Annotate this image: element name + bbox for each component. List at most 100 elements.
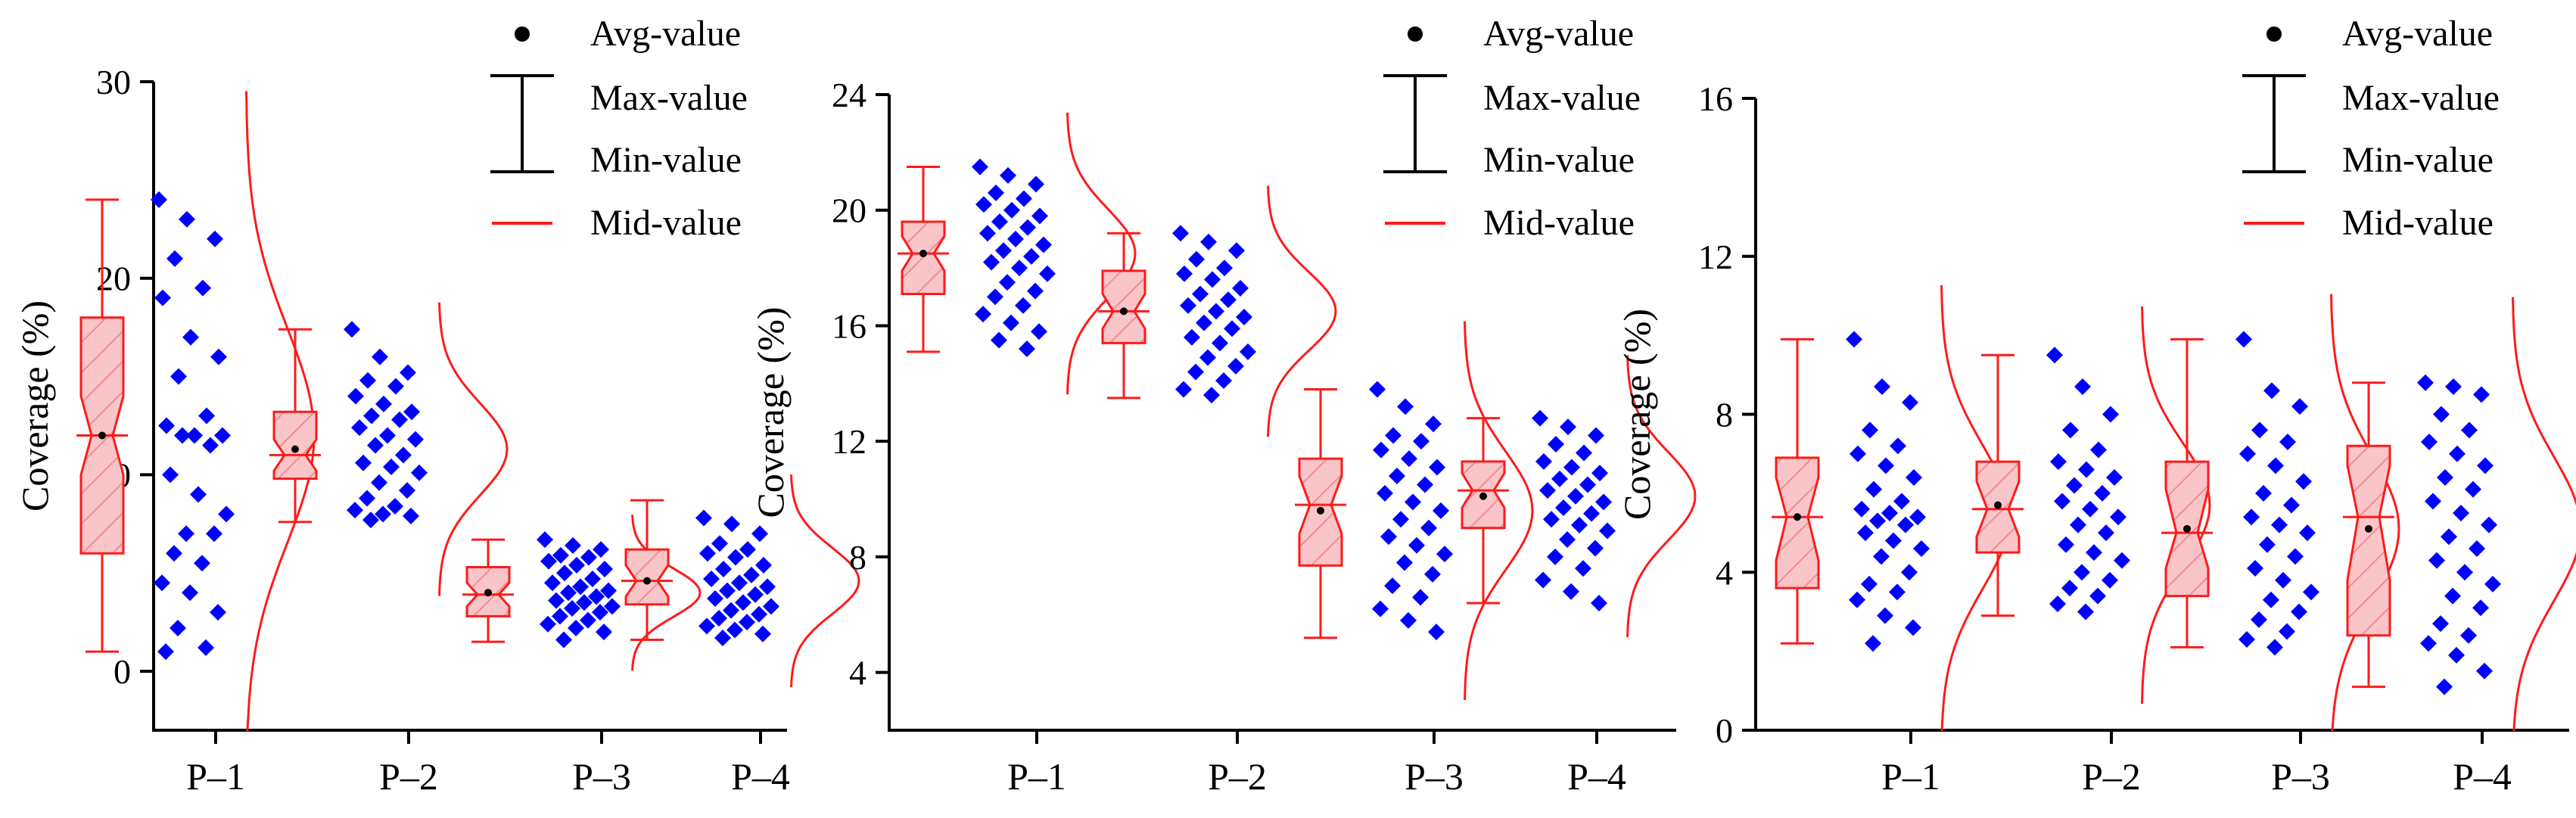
data-point [2445,378,2462,395]
data-point [351,419,368,437]
data-point [2295,473,2312,490]
data-point [2303,583,2319,601]
data-point [2460,627,2477,644]
data-point [198,407,215,425]
data-point [1031,207,1048,225]
data-point [703,571,720,588]
data-point [2263,382,2280,400]
data-point [600,582,617,599]
data-point [2266,639,2283,656]
data-point [2291,603,2307,620]
legend-mid-label: Mid-value [1483,203,1635,243]
data-point [2279,434,2296,451]
data-point [1369,381,1386,398]
data-point [1532,409,1548,427]
data-point [2259,536,2276,553]
data-point [2239,445,2256,462]
data-point [1857,524,1874,542]
data-point [739,614,755,631]
data-point [572,578,589,596]
data-point [1187,363,1204,381]
data-point [2247,560,2263,577]
data-point [695,509,712,527]
data-point [395,446,412,464]
data-point [592,604,608,621]
mean-dot [1794,513,1801,521]
data-point [1180,297,1196,314]
distribution-curve [2330,294,2400,732]
data-point [1559,531,1576,548]
data-point [1019,341,1035,357]
data-point [1412,589,1429,606]
data-point [1028,176,1044,193]
data-point [1547,548,1563,565]
data-point [604,598,621,615]
y-tick-label: 4 [849,654,866,692]
data-point [726,621,743,639]
data-point [743,566,760,583]
data-point [991,331,1007,349]
data-point [1199,349,1216,366]
data-point [995,242,1012,260]
data-point [186,427,203,444]
data-point [1563,583,1579,600]
legend-max-label: Max-value [1483,78,1641,118]
data-point [2420,635,2437,652]
data-point [214,427,231,444]
data-point [1385,427,1402,444]
data-point [1902,393,1918,411]
data-point [1192,285,1209,303]
box-P–2 [269,302,509,596]
data-point [1236,309,1252,325]
data-point [1420,519,1437,537]
data-point [194,279,211,297]
data-point [975,306,991,323]
data-point [1865,481,1882,498]
data-point [1384,577,1401,595]
data-point [2077,603,2094,620]
x-tick-label: P–4 [1567,755,1626,798]
data-point [359,490,375,507]
data-point [715,561,732,578]
data-point [1039,265,1056,282]
data-point [1583,505,1600,522]
mean-dot [643,577,651,585]
data-point [2287,548,2304,565]
data-point [1874,378,1890,395]
legend-min-label: Min-value [590,140,742,180]
data-point [1591,465,1608,482]
data-point [2070,516,2086,533]
distribution-curve [790,474,860,688]
data-point [540,615,556,633]
box-P–4 [621,474,860,688]
data-point [1400,611,1417,629]
legend-max-label: Max-value [590,78,748,118]
data-point [1877,607,1893,624]
data-point [580,549,597,566]
data-point [2436,678,2453,695]
data-point [1591,595,1607,611]
data-point [1203,387,1220,404]
data-point [387,378,404,395]
data-point [166,250,183,267]
data-point [2049,596,2066,612]
data-point [2417,374,2434,391]
data-point [576,594,593,611]
y-tick-label: 16 [832,306,866,345]
distribution-curve [631,515,702,671]
notched-box [272,410,318,481]
box-P–3 [2161,294,2400,732]
data-point [711,535,728,552]
data-point [1555,499,1572,516]
mean-dot [919,250,927,257]
data-point [1188,250,1205,268]
box-P–3 [462,515,702,671]
x-tick-label: P–1 [186,755,245,798]
data-point [1200,233,1217,250]
box-P–4 [2343,297,2576,732]
data-point [391,411,408,428]
data-point [565,537,581,554]
y-tick-label: 20 [832,191,866,230]
data-point [158,417,175,434]
